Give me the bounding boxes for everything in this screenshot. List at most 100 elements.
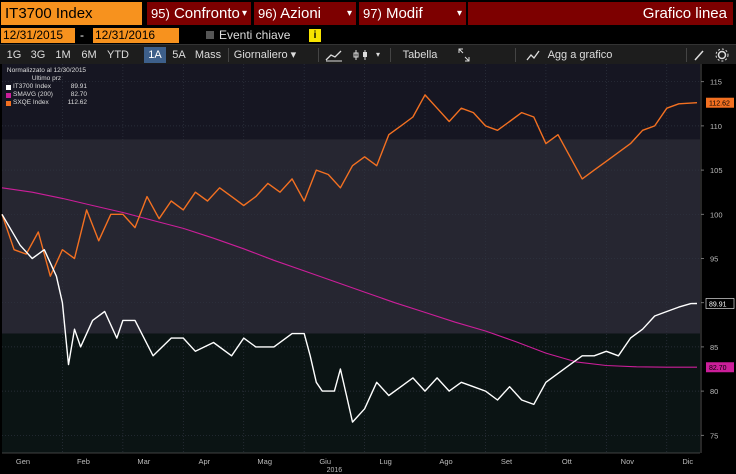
events-label: Eventi chiave <box>219 28 291 42</box>
toolbar-divider <box>318 48 319 62</box>
candlestick-icon[interactable] <box>351 47 373 63</box>
confronto-menu[interactable]: 95) Confronto ▾ <box>147 2 251 25</box>
last-value-box <box>706 97 734 108</box>
modif-menu[interactable]: 97) Modif ▾ <box>359 2 466 25</box>
menu-number: 97) <box>363 6 382 21</box>
toolbar-divider <box>390 48 391 62</box>
edit-icon[interactable] <box>692 47 706 63</box>
chevron-down-icon: ▾ <box>456 8 462 19</box>
chart-series <box>1 94 698 423</box>
legend-title: Normalizzato al 12/30/2015 <box>6 67 87 74</box>
chart-type-title[interactable]: Grafico linea <box>468 2 733 25</box>
x-tick-label: Lug <box>379 457 392 466</box>
security-ticker-field[interactable]: IT3700 Index <box>1 2 142 25</box>
date-range-bar: 12/31/2015 - 12/31/2016 Eventi chiave i <box>0 27 736 44</box>
series-line-sxqe-index <box>1 94 698 277</box>
legend-swatch <box>6 101 11 106</box>
menu-label: Modif <box>385 5 423 22</box>
legend-item-it3700[interactable]: IT3700 Index 89.91 <box>6 83 87 91</box>
x-axis: Gen Feb Mar Apr Mag Giu Lug Ago Set Ott Nov Dic 2016 <box>2 452 700 474</box>
legend-series-name: SXQE Index <box>13 99 49 106</box>
period-1a-button[interactable]: 1A <box>144 47 166 63</box>
chart-background-bands <box>0 64 736 474</box>
chart-gridlines <box>2 64 700 453</box>
legend-swatch <box>6 93 11 98</box>
period-6m-button[interactable]: 6M <box>81 49 97 61</box>
chart-toolbar: 1G 3G 1M 6M YTD 1A 5A Mass Giornaliero ▾… <box>0 44 736 64</box>
band-middle <box>2 139 700 334</box>
series-line-it3700-index <box>1 213 698 423</box>
x-year-label: 2016 <box>327 467 343 474</box>
chevron-down-icon[interactable]: ▾ <box>375 50 380 59</box>
legend-series-name: IT3700 Index <box>13 83 51 90</box>
toolbar-divider <box>228 48 229 62</box>
x-tick-label: Mar <box>137 457 150 466</box>
last-value-label: 112.62 <box>709 101 730 108</box>
last-value-box <box>706 362 734 373</box>
period-1m-button[interactable]: 1M <box>55 49 71 61</box>
period-1g-button[interactable]: 1G <box>6 49 22 61</box>
info-icon[interactable]: i <box>309 29 321 42</box>
end-date-field[interactable]: 12/31/2016 <box>93 28 179 43</box>
period-3g-button[interactable]: 3G <box>30 49 46 61</box>
period-ytd-button[interactable]: YTD <box>107 49 129 61</box>
expand-icon[interactable] <box>457 47 471 63</box>
last-value-tag: 82.70 <box>706 362 734 373</box>
x-tick-label: Apr <box>198 457 210 466</box>
legend-series-value: 89.91 <box>70 83 87 90</box>
menu-number: 95) <box>151 6 170 21</box>
x-tick-label: Giu <box>319 457 331 466</box>
start-date-field[interactable]: 12/31/2015 <box>1 28 75 43</box>
chevron-down-icon: ▾ <box>290 49 297 61</box>
period-5a-button[interactable]: 5A <box>172 49 186 61</box>
x-tick-label: Ott <box>562 457 573 466</box>
table-button[interactable]: Tabella <box>402 49 438 61</box>
legend-swatch <box>6 85 11 90</box>
legend-item-sxqe[interactable]: SXQE Index 112.62 <box>6 99 87 107</box>
azioni-menu[interactable]: 96) Azioni ▾ <box>254 2 356 25</box>
legend-series-value: 112.62 <box>67 99 87 106</box>
last-value-box <box>705 298 735 309</box>
x-tick-label: Gen <box>16 457 30 466</box>
add-chart-icon <box>526 50 540 61</box>
gear-icon[interactable] <box>714 47 730 63</box>
legend-subtitle: Ultimo prz <box>31 75 62 82</box>
y-tick-label: 85 <box>710 343 718 352</box>
x-tick-label: Ago <box>439 457 452 466</box>
y-tick-label: 80 <box>710 387 718 396</box>
y-tick-label: 75 <box>710 431 718 440</box>
menu-label: Azioni <box>280 5 321 22</box>
chevron-down-icon: ▾ <box>346 8 352 19</box>
x-tick-label: Dic <box>682 457 693 466</box>
events-checkbox[interactable] <box>206 31 214 39</box>
x-tick-label: Feb <box>77 457 90 466</box>
last-value-label: 89.91 <box>709 302 727 309</box>
line-chart-icon[interactable] <box>324 47 344 63</box>
add-to-chart-button[interactable]: Agg a grafico <box>547 49 613 61</box>
chevron-down-icon: ▾ <box>241 8 247 19</box>
legend-series-value: 82.70 <box>70 91 87 98</box>
band-lower <box>2 333 700 453</box>
y-tick-label: 105 <box>710 166 723 175</box>
y-tick-label: 95 <box>710 255 718 264</box>
period-mass-button[interactable]: Mass <box>194 49 222 61</box>
last-value-label: 82.70 <box>709 365 727 372</box>
last-value-tag: 89.91 <box>705 298 735 309</box>
y-tick-label: 115 <box>710 78 722 87</box>
y-tick-label: 100 <box>710 210 723 219</box>
x-tick-label: Set <box>501 457 513 466</box>
frequency-dropdown[interactable]: Giornaliero ▾ <box>233 47 297 63</box>
band-upper <box>2 64 700 140</box>
series-line-smavg-200- <box>1 187 697 368</box>
function-bar: IT3700 Index 95) Confronto ▾ 96) Azioni … <box>0 0 736 27</box>
menu-label: Confronto <box>173 5 240 22</box>
y-tick-label: 110 <box>710 122 722 131</box>
menu-number: 96) <box>258 6 277 21</box>
last-value-tag: 112.62 <box>706 97 734 108</box>
x-tick-label: Mag <box>257 457 272 466</box>
date-separator: - <box>80 28 84 42</box>
chart-legend: Normalizzato al 12/30/2015 Ultimo prz IT… <box>6 67 87 107</box>
legend-item-smavg[interactable]: SMAVG (200) 82.70 <box>6 91 87 99</box>
